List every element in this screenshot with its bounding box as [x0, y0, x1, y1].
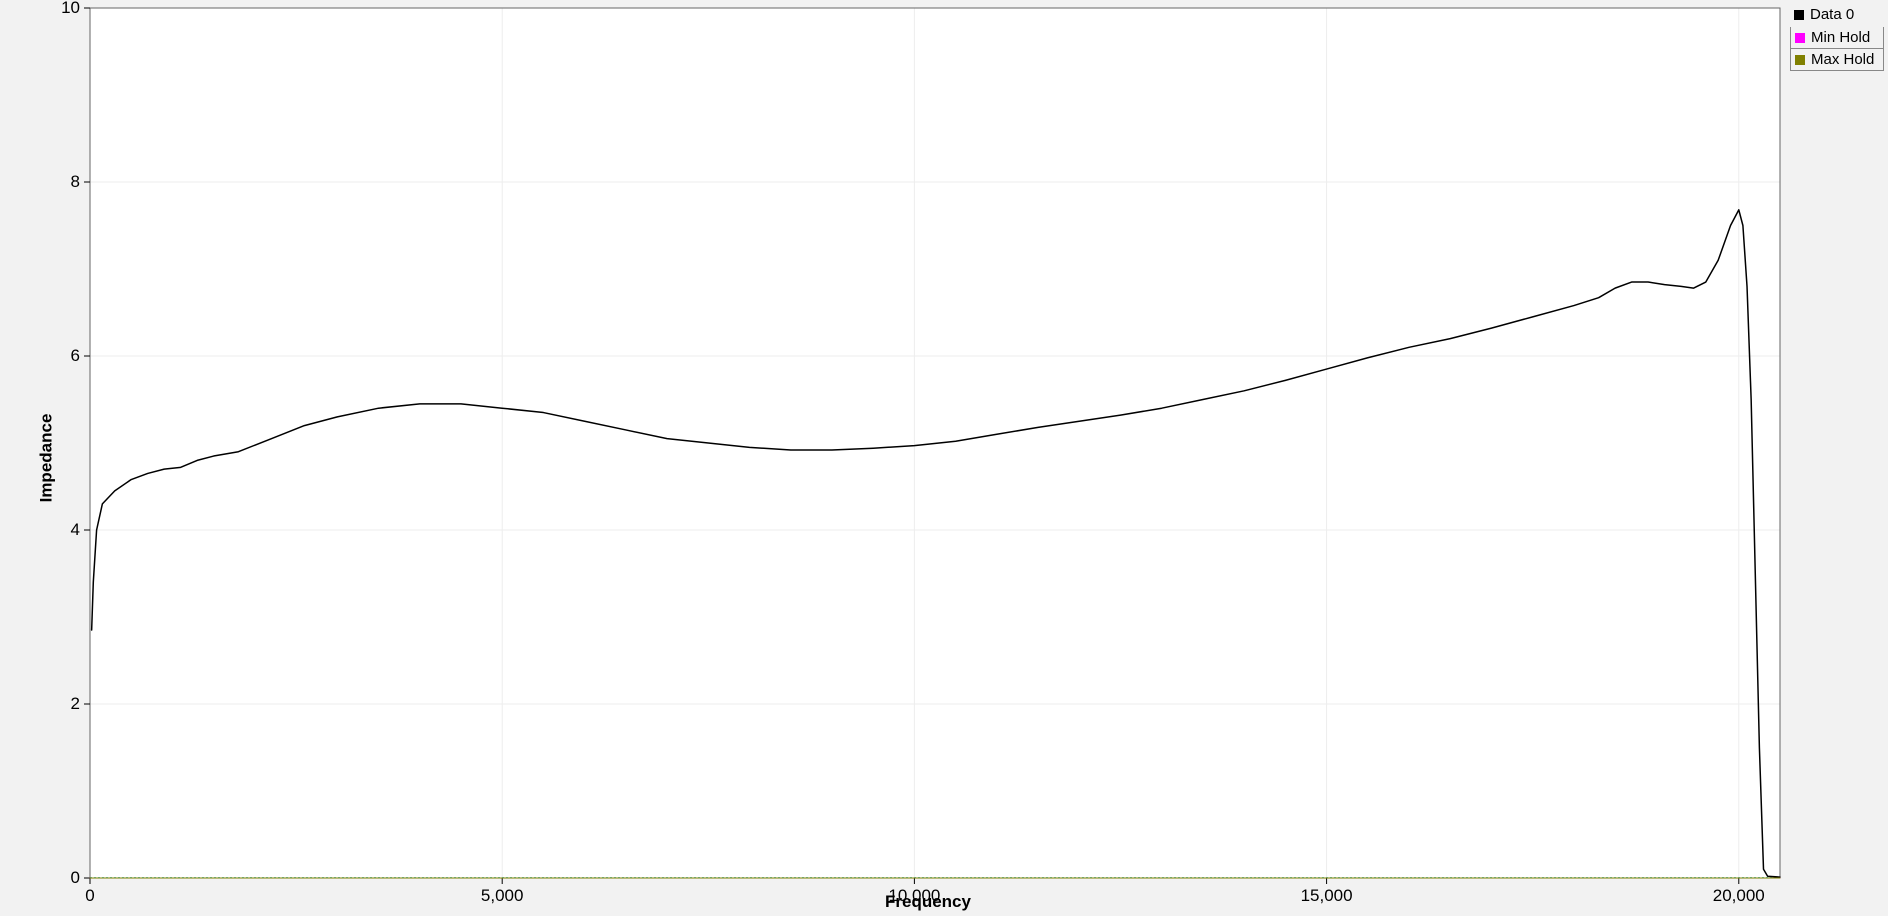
chart-legend: Data 0 Min Hold Max Hold — [1790, 6, 1884, 71]
x-tick-label: 15,000 — [1301, 886, 1353, 906]
legend-swatch — [1794, 10, 1804, 20]
legend-swatch — [1795, 33, 1805, 43]
y-tick-label: 6 — [50, 346, 80, 366]
y-axis-title: Impedance — [36, 414, 56, 503]
y-tick-label: 10 — [50, 0, 80, 18]
legend-label: Data 0 — [1810, 6, 1854, 23]
x-tick-label: 20,000 — [1713, 886, 1765, 906]
y-tick-label: 8 — [50, 172, 80, 192]
legend-swatch — [1795, 55, 1805, 65]
x-tick-label: 10,000 — [888, 886, 940, 906]
legend-label: Min Hold — [1811, 29, 1870, 46]
x-tick-label: 5,000 — [481, 886, 524, 906]
y-tick-label: 0 — [50, 868, 80, 888]
y-tick-label: 4 — [50, 520, 80, 540]
impedance-chart: Impedance Frequency 0246810 05,00010,000… — [0, 0, 1888, 916]
legend-label: Max Hold — [1811, 51, 1874, 68]
chart-plot-area — [0, 0, 1888, 916]
x-tick-label: 0 — [85, 886, 94, 906]
legend-item[interactable]: Min Hold — [1790, 27, 1884, 49]
y-tick-label: 2 — [50, 694, 80, 714]
legend-item[interactable]: Max Hold — [1790, 49, 1884, 71]
legend-item[interactable]: Data 0 — [1790, 6, 1884, 27]
